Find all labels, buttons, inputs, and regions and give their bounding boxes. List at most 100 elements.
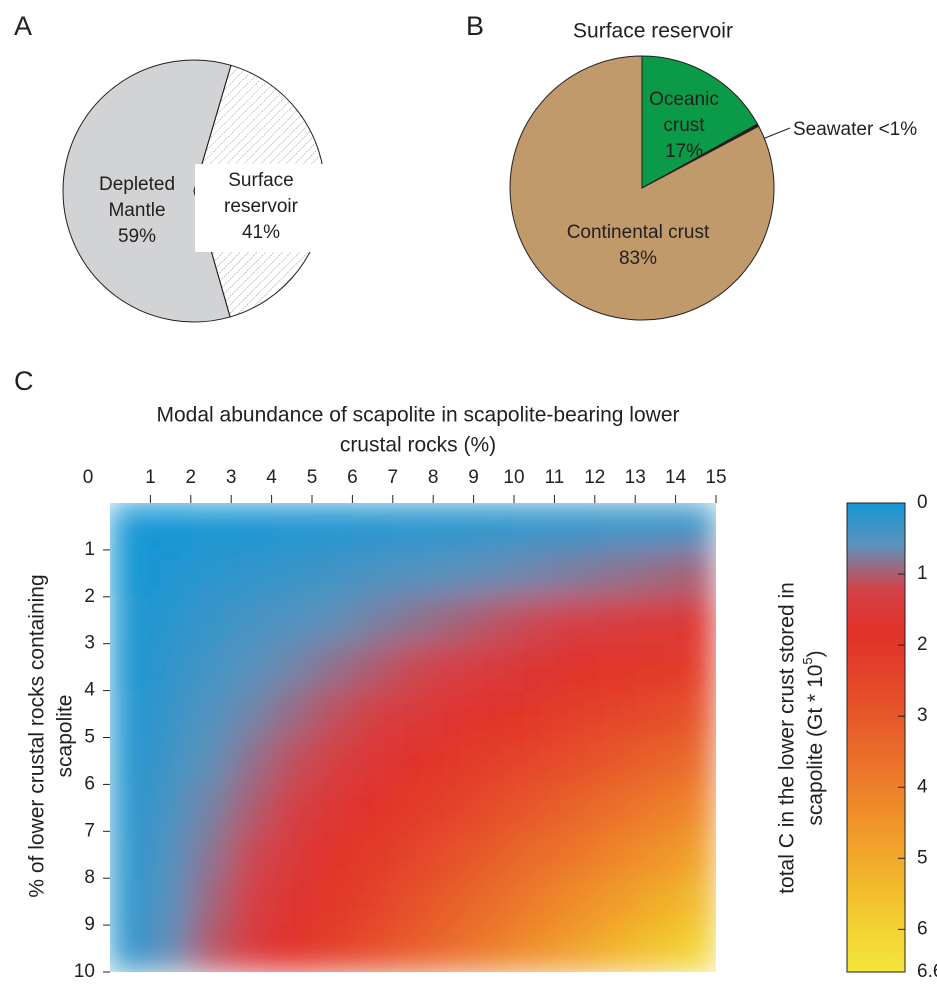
heatmap-cell [190, 878, 232, 926]
heatmap-cell [352, 503, 394, 551]
heatmap-cell [231, 690, 273, 739]
heatmap-cell [392, 831, 434, 879]
heatmap-cell [110, 503, 151, 551]
heatmap-cell [675, 503, 716, 551]
heatmap-cell [514, 784, 555, 832]
x-tick-label: 10 [503, 467, 524, 488]
heatmap-cell [514, 737, 555, 785]
heatmap-cell [312, 690, 353, 739]
colorbar-title: scapolite (Gt * 105) [800, 650, 827, 825]
x-tick-label: 0 [83, 467, 94, 488]
heatmap-cell [110, 784, 151, 832]
colorbar-title-sup: 5 [800, 657, 815, 664]
heatmap-cell [271, 737, 313, 785]
heatmap-cell [190, 831, 232, 879]
heatmap-cell [594, 503, 636, 551]
heatmap-cell [312, 784, 353, 832]
heatmap-cell [392, 643, 434, 692]
heatmap-cell [352, 690, 394, 739]
pie-slice [62, 59, 232, 323]
heatmap-cell [110, 831, 151, 879]
heatmap-cell [150, 690, 192, 739]
y-tick-label: 10 [74, 961, 95, 982]
x-axis-title: crustal rocks (%) [340, 434, 496, 457]
heatmap-cell [594, 784, 636, 832]
heatmap-cell [635, 831, 677, 879]
heatmap-cell [514, 596, 555, 645]
x-tick-label: 3 [226, 467, 237, 488]
x-tick-label: 13 [625, 467, 646, 488]
heatmap-cell [675, 878, 716, 926]
y-axis-title: scapolite [54, 695, 77, 778]
heatmap-cell [514, 925, 555, 972]
heatmap-cell [594, 690, 636, 739]
heatmap-cell [433, 549, 475, 598]
pie-slice [641, 55, 759, 189]
heatmap-cell [150, 549, 192, 598]
heatmap-cell [635, 643, 677, 692]
heatmap-cell [271, 784, 313, 832]
value-label: <1% [879, 119, 918, 140]
label-box [195, 164, 327, 252]
heatmap-cell [635, 878, 677, 926]
y-tick-label: 4 [84, 680, 95, 701]
colorbar-tick-label: 5 [917, 847, 928, 868]
heatmap-cell [635, 596, 677, 645]
heatmap-cell [150, 878, 192, 926]
heatmap-cell [312, 503, 353, 551]
heatmap-cell [675, 831, 716, 879]
heatmap-cell [231, 596, 273, 645]
pie-label: Seawater <1% [793, 119, 917, 140]
heatmap-cell [312, 878, 353, 926]
category-label: Depleted Mantle [99, 174, 175, 221]
heatmap-cell [433, 925, 475, 972]
heatmap-cell [150, 925, 192, 972]
heatmap-cell [271, 878, 313, 926]
heatmap-cell [110, 925, 151, 972]
x-tick-label: 2 [186, 467, 197, 488]
heatmap-cell [352, 878, 394, 926]
panel-letter: C [14, 366, 34, 396]
colorbar-title: ) [804, 650, 827, 657]
heatmap-cell [271, 643, 313, 692]
category-label: Seawater [793, 119, 874, 140]
heatmap-cell [190, 643, 232, 692]
colorbar-tick-label: 1 [917, 563, 928, 584]
heatmap-cell [514, 831, 555, 879]
heatmap-cell [594, 925, 636, 972]
heatmap-cell [312, 643, 353, 692]
heatmap-cell [433, 643, 475, 692]
heatmap-cell [110, 596, 151, 645]
x-tick-label: 11 [545, 467, 565, 488]
heatmap-cell [190, 549, 232, 598]
x-tick-label: 14 [665, 467, 687, 488]
heatmap-cell [433, 878, 475, 926]
heatmap [110, 503, 716, 972]
heatmap-cell [675, 596, 716, 645]
value-label: 59% [118, 226, 156, 247]
y-tick-label: 8 [84, 867, 95, 888]
heatmap-cell [271, 503, 313, 551]
heatmap-cell [514, 549, 555, 598]
heatmap-cell [473, 878, 515, 926]
colorbar-tick-label: 0 [917, 492, 928, 513]
panel-letter: A [14, 11, 32, 41]
heatmap-cell [150, 596, 192, 645]
heatmap-cell [190, 737, 232, 785]
heatmap-cell [231, 784, 273, 832]
heatmap-cell [594, 643, 636, 692]
category-label: Continental crust [567, 222, 710, 243]
heatmap-cell [231, 643, 273, 692]
heatmap-cell [514, 878, 555, 926]
heatmap-cell [433, 831, 475, 879]
heatmap-cell [594, 878, 636, 926]
heatmap-cell [433, 784, 475, 832]
heatmap-cell [231, 549, 273, 598]
heatmap-cell [352, 596, 394, 645]
heatmap-cell [150, 784, 192, 832]
heatmap-cell [271, 925, 313, 972]
y-tick-label: 7 [84, 820, 95, 841]
value-label: 41% [242, 222, 280, 243]
colorbar-title: total C in the lower crust stored in [776, 582, 799, 894]
heatmap-cell [392, 549, 434, 598]
